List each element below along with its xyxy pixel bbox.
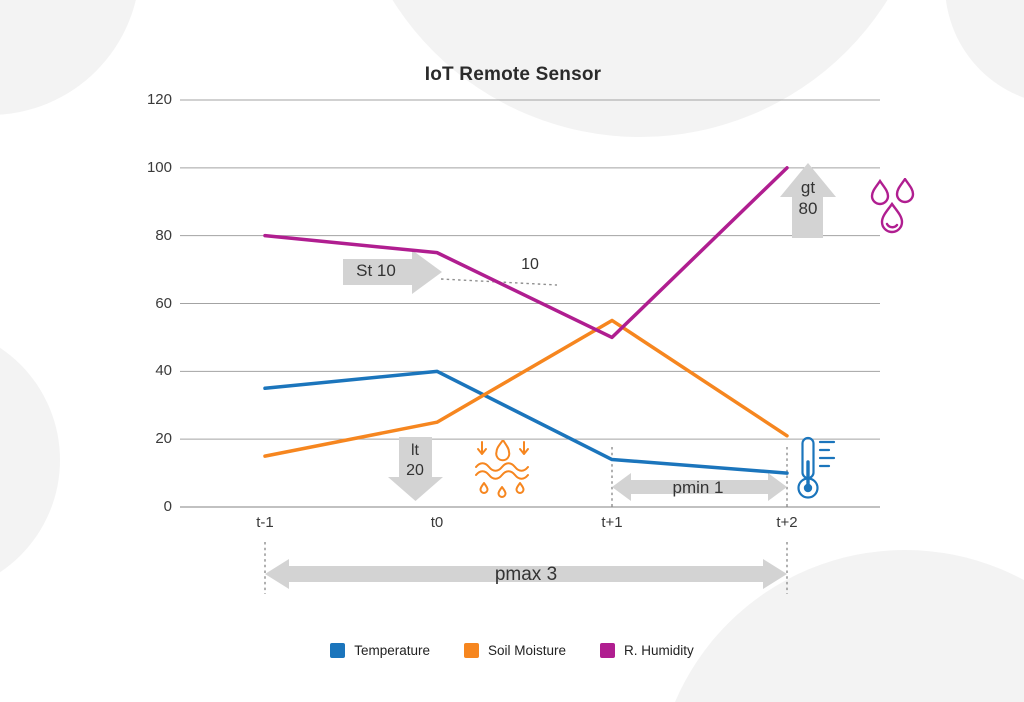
series-line-temperature [263,369,789,475]
annotation-pmax: pmax 3 [494,564,558,585]
legend-label: Temperature [354,643,430,658]
legend-swatch-r-humidity [600,643,616,658]
annotation-arrows [265,163,836,589]
annotation-delta10: 10 [521,256,539,273]
annotation-lt20-keyword: lt [411,442,419,459]
y-axis-tick-label: 20 [155,430,172,448]
x-axis-tick-label: t+1 [601,514,623,531]
annotation-pmin: pmin 1 [672,478,724,497]
x-axis-tick-label: t0 [430,514,444,531]
legend-item-temperature: Temperature [330,643,430,658]
y-axis-tick-label: 60 [155,294,172,312]
x-axis-tick-label: t-1 [256,514,274,531]
legend-label: R. Humidity [624,643,694,658]
y-axis-tick-label: 0 [163,498,172,515]
soil-drops-icon [475,440,529,498]
st-right-arrow [343,250,442,294]
y-axis-tick-label: 120 [146,91,172,108]
annotation-gt80-value: 80 [798,199,818,218]
series-line-soil-moisture [263,318,789,458]
gt-up-arrow [780,163,836,238]
legend-item-soil-moisture: Soil Moisture [464,643,566,658]
y-axis-tick-label: 40 [155,362,172,380]
annotation-lt20: lt 20 [387,441,443,481]
water-drops-icon [870,178,915,234]
thermometer-icon [797,436,836,499]
legend-label: Soil Moisture [488,643,567,658]
annotation-st10: St 10 [356,261,396,280]
x-axis-tick-label: t+2 [776,514,798,531]
gridlines [180,99,880,508]
y-axis-tick-label: 80 [155,226,172,244]
y-axis-tick-label: 100 [146,158,172,176]
pmax-double-arrow [265,559,787,589]
legend-swatch-soil-moisture [464,643,479,658]
annotation-gt80-keyword: gt [800,178,816,197]
legend-swatch-temperature [330,643,346,658]
pmin-double-arrow [612,473,787,501]
legend-item-r-humidity: R. Humidity [600,643,694,658]
annotation-gt80: gt 80 [780,177,836,219]
series-line-r-humidity [263,166,789,340]
dotted-guides [264,278,788,594]
lt-down-arrow [388,437,443,501]
annotation-lt20-value: 20 [406,462,424,479]
series-lines [263,166,789,475]
chart-title: IoT Remote Sensor [424,64,602,85]
chart-legend: Temperature Soil Moisture R. Humidity [0,643,1024,658]
